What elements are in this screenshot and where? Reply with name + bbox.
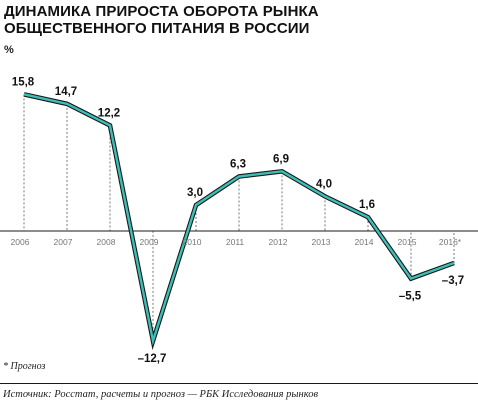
data-label: –5,5: [399, 291, 422, 303]
data-label: 3,0: [187, 187, 203, 199]
data-label: –12,7: [138, 353, 167, 365]
x-tick-label: 2016*: [439, 237, 462, 247]
footer-divider: [0, 383, 478, 384]
drop-lines: [23, 94, 455, 341]
data-label: 6,9: [273, 153, 289, 165]
x-tick-label: 2012: [269, 237, 288, 247]
series-line: [23, 92, 455, 351]
x-tick-label: 2013: [312, 237, 331, 247]
x-tick-label: 2011: [226, 237, 245, 247]
series-line-stroke: [23, 93, 455, 346]
y-unit-label: %: [4, 44, 14, 56]
x-tick-label: 2008: [97, 237, 116, 247]
x-tick-label: 2014: [355, 237, 374, 247]
chart-title-line-2: ОБЩЕСТВЕННОГО ПИТАНИЯ В РОССИИ: [4, 20, 310, 37]
data-label: 6,3: [230, 159, 246, 171]
chart-title: ДИНАМИКА ПРИРОСТА ОБОРОТА РЫНКА ОБЩЕСТВЕ…: [4, 3, 474, 37]
x-tick-label: 2006: [11, 237, 30, 247]
chart-title-line-1: ДИНАМИКА ПРИРОСТА ОБОРОТА РЫНКА: [4, 3, 319, 20]
data-label: 4,0: [316, 178, 332, 190]
x-tick-label: 2010: [183, 237, 202, 247]
source-note: Источник: Росстат, расчеты и прогноз — Р…: [3, 389, 319, 400]
data-labels: 15,8 14,7 12,2 –12,7 3,0 6,3 6,9 4,0 1,6 –5,5 –3,7: [12, 76, 464, 365]
data-label: –3,7: [442, 275, 464, 287]
data-label: 1,6: [359, 199, 375, 211]
data-label: 14,7: [55, 86, 77, 98]
x-tick-labels: 2006 2007 2008 2009 2010 2011 2012 2013 2014 2015…: [11, 237, 462, 247]
forecast-footnote: * Прогноз: [3, 361, 46, 372]
x-tick-label: 2007: [54, 237, 73, 247]
data-label: 15,8: [12, 76, 35, 88]
x-tick-label: 2009: [140, 237, 159, 247]
data-label: 12,2: [98, 107, 120, 119]
x-tick-label: 2015: [398, 237, 417, 247]
